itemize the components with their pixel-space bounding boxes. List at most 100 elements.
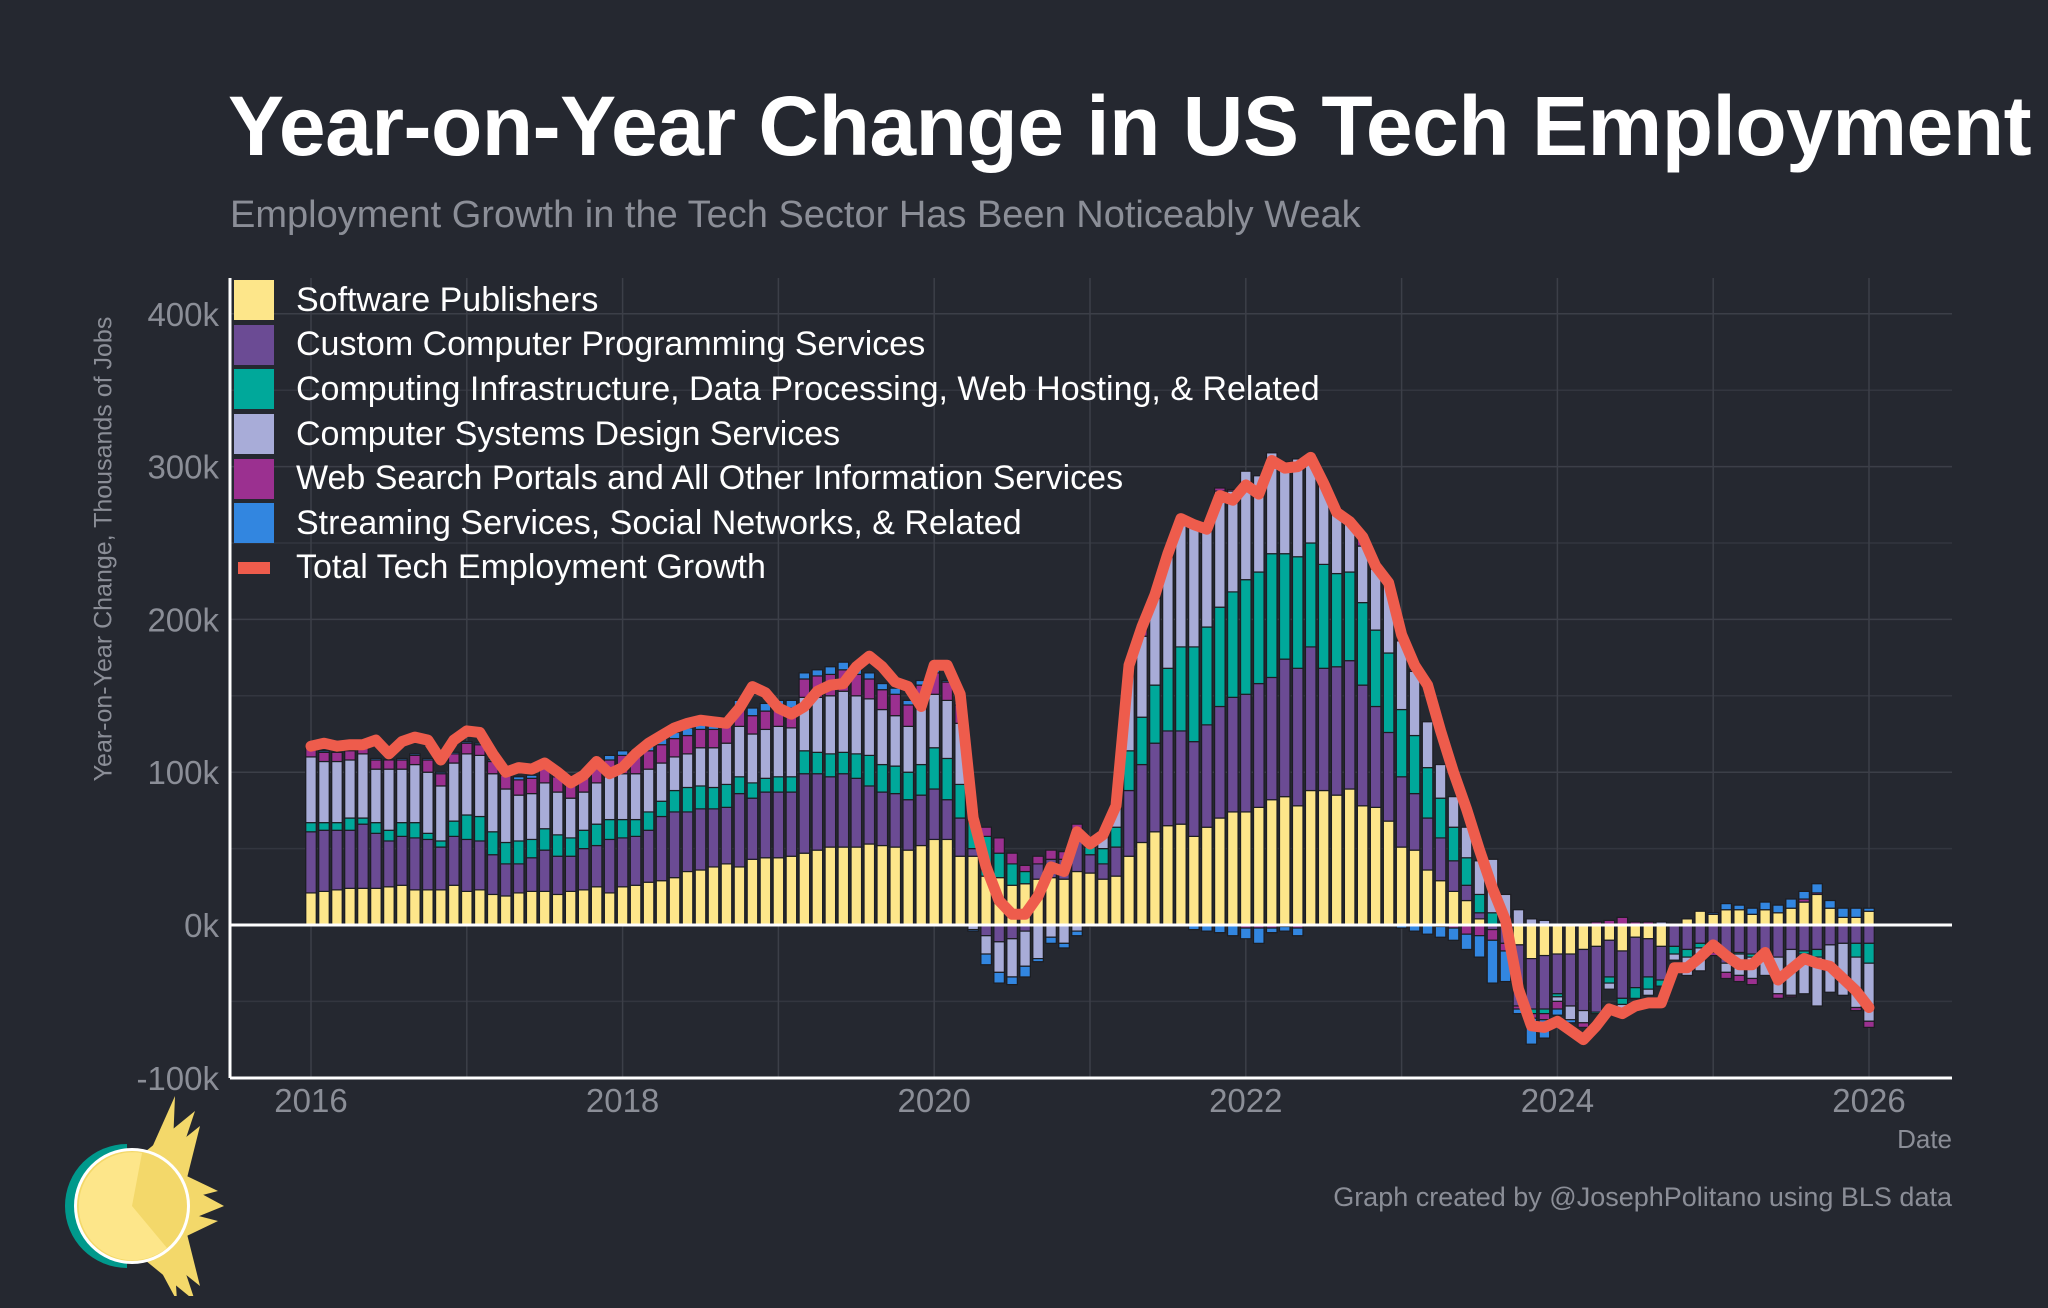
bar-streaming xyxy=(1460,933,1473,951)
bar-custom xyxy=(1123,789,1135,857)
bar-custom xyxy=(1837,924,1849,944)
bar-software xyxy=(954,855,967,926)
bar-custom xyxy=(512,863,525,894)
bar-software xyxy=(759,857,772,926)
bar-software xyxy=(538,890,551,926)
bar-csd xyxy=(746,733,759,784)
bar-software xyxy=(525,890,538,926)
bar-infra xyxy=(525,838,538,859)
bar-software xyxy=(1200,826,1213,926)
bar-streaming xyxy=(837,661,850,671)
bar-csd xyxy=(357,753,369,819)
bar-custom xyxy=(1200,724,1213,828)
bar-custom xyxy=(629,835,642,886)
bar-csd xyxy=(305,756,317,824)
bar-infra xyxy=(1330,572,1343,668)
bar-streaming xyxy=(876,682,889,691)
bar-custom xyxy=(1850,924,1862,944)
bar-streaming xyxy=(512,776,525,781)
bar-software xyxy=(1058,878,1070,926)
legend-item-custom: Custom Computer Programming Services xyxy=(234,323,1320,368)
bar-custom xyxy=(1149,742,1161,833)
bar-csd xyxy=(447,762,460,822)
bar-custom xyxy=(370,832,382,889)
bar-custom xyxy=(1369,705,1382,808)
bar-infra xyxy=(1006,863,1018,886)
bar-web xyxy=(460,742,473,755)
bar-custom xyxy=(460,838,473,892)
bar-csd xyxy=(1512,909,1525,926)
bar-streaming xyxy=(1486,939,1499,984)
bar-csd xyxy=(460,753,473,816)
bar-custom xyxy=(1785,924,1797,951)
credit-text: Graph created by @JosephPolitano using B… xyxy=(1333,1182,1952,1212)
bar-streaming xyxy=(1863,907,1875,912)
bar-custom xyxy=(1655,945,1668,981)
bar-software xyxy=(902,849,915,926)
bar-software xyxy=(1071,870,1083,926)
bar-software xyxy=(785,855,798,926)
bar-custom xyxy=(785,791,798,857)
bar-infra xyxy=(1097,847,1109,865)
bar-custom xyxy=(850,777,863,848)
bar-csd xyxy=(1577,1009,1590,1024)
bar-software xyxy=(1213,817,1226,926)
bar-web xyxy=(902,704,915,727)
bar-software xyxy=(1629,924,1642,938)
bar-software xyxy=(837,846,850,926)
bar-software xyxy=(824,846,837,926)
bar-streaming xyxy=(1226,924,1239,937)
bar-csd xyxy=(629,773,642,821)
bar-web xyxy=(655,744,668,764)
bar-custom xyxy=(902,799,915,851)
bar-software xyxy=(1707,913,1720,926)
bar-csd xyxy=(1291,458,1304,558)
bar-software xyxy=(1343,788,1356,926)
bar-web xyxy=(370,759,382,770)
bar-csd xyxy=(642,768,655,813)
bar-custom xyxy=(396,835,408,886)
bar-software xyxy=(564,890,577,926)
bar-software xyxy=(1239,811,1252,926)
legend: Software Publishers Custom Computer Prog… xyxy=(234,278,1320,590)
bar-web xyxy=(1473,924,1486,937)
bar-infra xyxy=(318,822,330,831)
bar-web xyxy=(318,751,330,763)
bar-infra xyxy=(357,817,369,825)
bar-custom xyxy=(1616,950,1629,999)
bar-custom xyxy=(1746,924,1759,955)
bar-csd xyxy=(928,693,941,749)
bar-infra xyxy=(915,763,928,796)
bar-streaming xyxy=(1772,904,1784,914)
bar-streaming xyxy=(1265,927,1278,934)
bar-custom xyxy=(681,811,694,873)
bar-infra xyxy=(850,753,863,779)
bar-csd xyxy=(577,791,590,831)
bar-custom xyxy=(694,808,707,871)
bar-software xyxy=(746,858,759,926)
bar-streaming xyxy=(1837,907,1849,918)
bar-custom xyxy=(642,829,655,883)
bar-custom xyxy=(1382,731,1395,822)
bar-infra xyxy=(1486,912,1499,926)
bar-csd xyxy=(655,762,668,802)
bar-custom xyxy=(551,855,564,896)
bar-web xyxy=(993,837,1005,854)
bar-csd xyxy=(668,756,681,792)
bar-custom xyxy=(1824,924,1836,946)
bar-csd xyxy=(603,776,616,821)
bar-web xyxy=(1538,1013,1551,1021)
bar-web xyxy=(1850,1006,1862,1012)
bar-custom xyxy=(1642,938,1655,978)
bar-software xyxy=(720,863,733,926)
bar-custom xyxy=(1162,730,1174,827)
bar-infra xyxy=(720,783,733,808)
bar-infra xyxy=(824,753,837,778)
bar-csd xyxy=(1447,796,1460,828)
bar-software xyxy=(1304,789,1317,926)
bar-web xyxy=(396,759,408,770)
bar-software xyxy=(1746,913,1759,926)
bar-custom xyxy=(1421,817,1434,871)
bar-software xyxy=(1369,806,1382,926)
bar-software xyxy=(1084,872,1096,926)
